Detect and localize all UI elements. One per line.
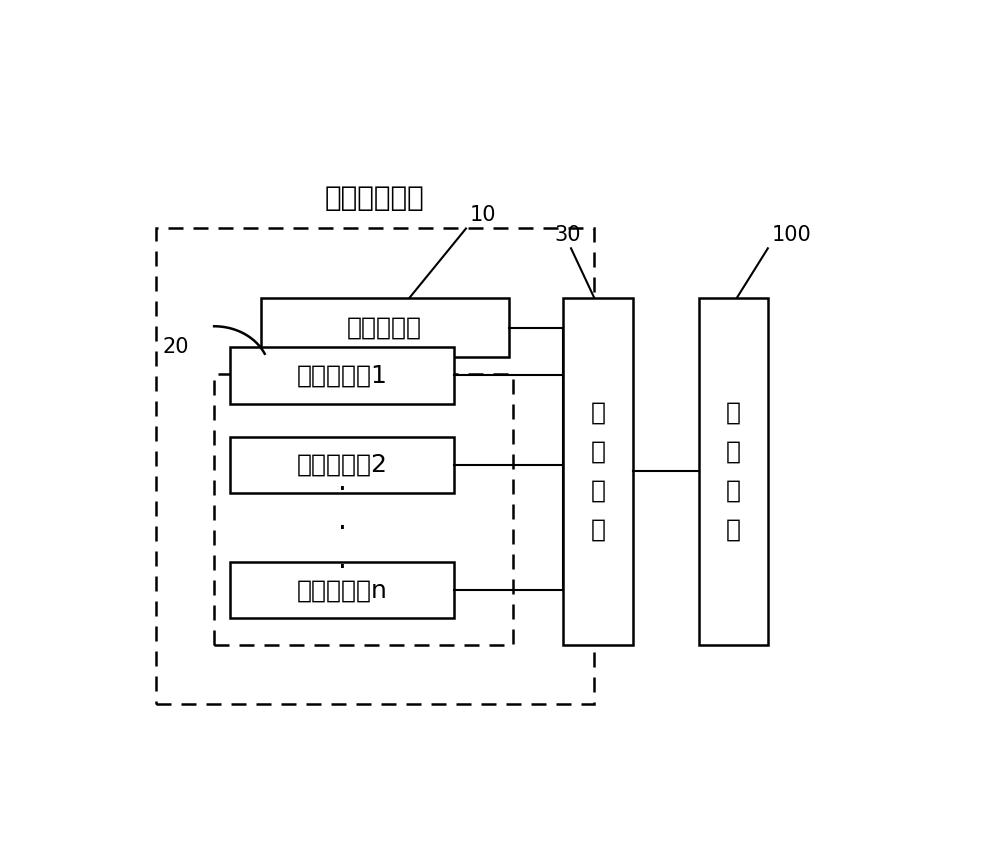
Bar — [214, 374, 512, 644]
Bar — [261, 298, 509, 357]
Text: 20: 20 — [162, 337, 189, 358]
Bar — [698, 298, 768, 644]
Text: 30: 30 — [554, 225, 580, 245]
Bar — [230, 562, 454, 619]
Text: 10: 10 — [470, 205, 496, 225]
Bar — [230, 347, 454, 403]
Text: 驱
动
模
块: 驱 动 模 块 — [590, 401, 605, 542]
Bar — [156, 228, 594, 704]
Text: 放
电
装
置: 放 电 装 置 — [726, 401, 741, 542]
Text: 100: 100 — [772, 225, 811, 245]
Text: 主控制模块: 主控制模块 — [347, 316, 422, 340]
Bar — [563, 298, 633, 644]
Text: 次控制模块n: 次控制模块n — [297, 578, 387, 602]
Text: ·
·
·: · · · — [338, 476, 346, 582]
Text: 次控制模块1: 次控制模块1 — [297, 364, 387, 388]
Text: 放电控制装置: 放电控制装置 — [325, 184, 425, 212]
Bar — [230, 437, 454, 492]
Text: 次控制模块2: 次控制模块2 — [296, 453, 388, 477]
